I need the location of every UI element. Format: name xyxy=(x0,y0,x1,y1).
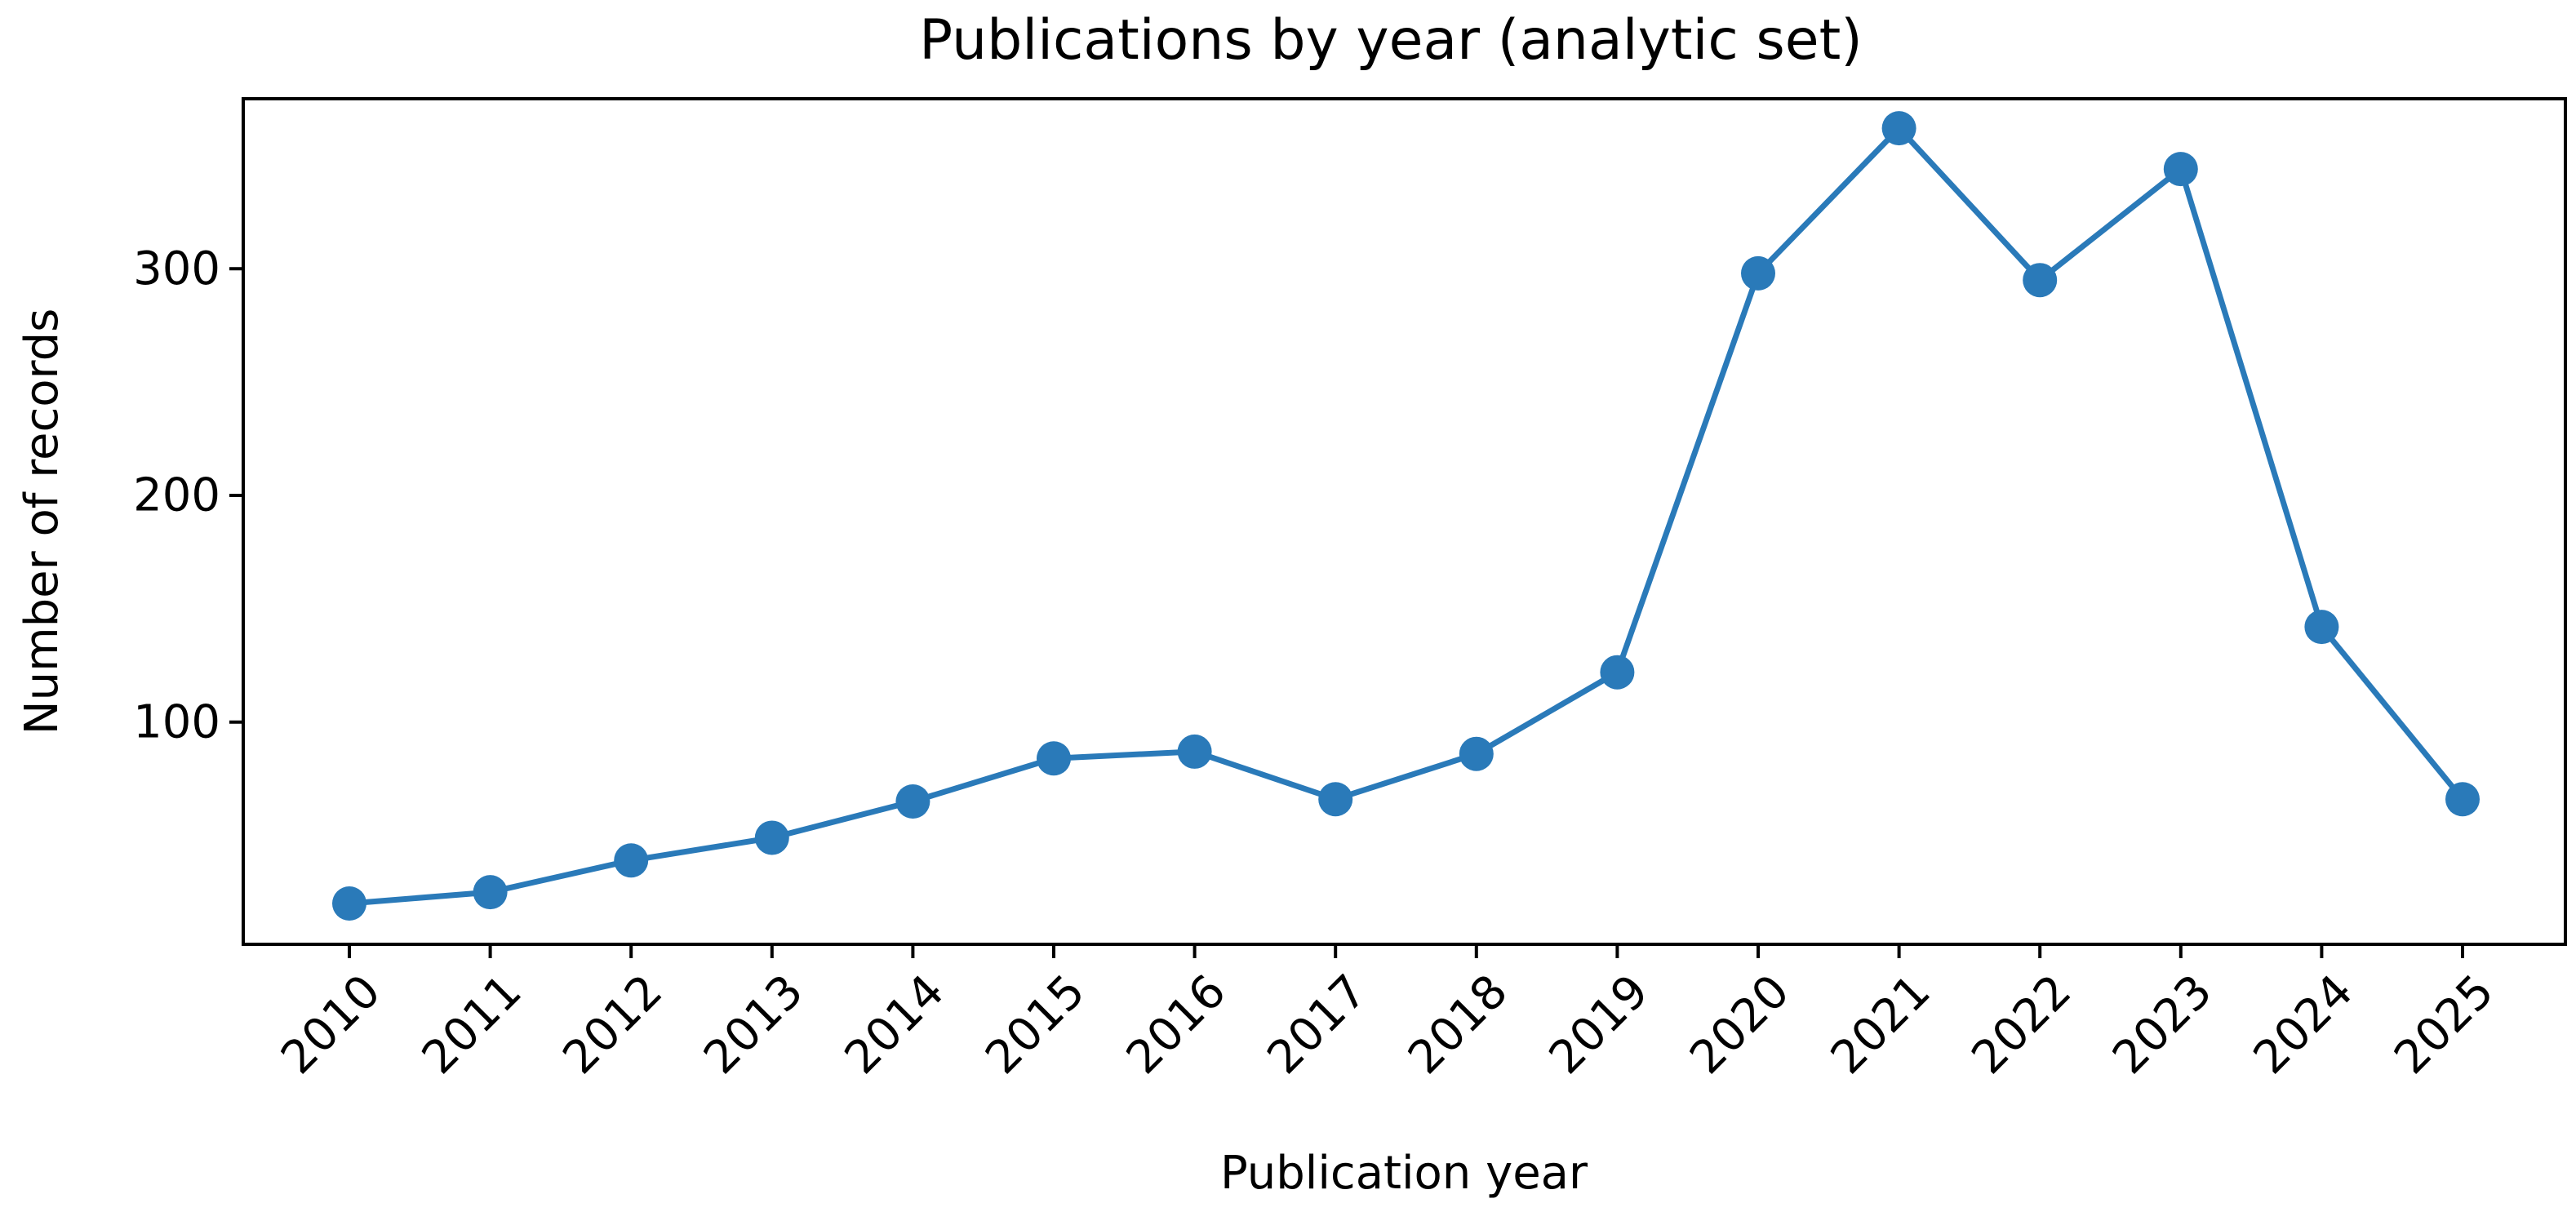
x-tick-label: 2012 xyxy=(553,965,673,1085)
x-axis: 2010 2011 2012 2013 2014 2015 2016 2017 2018 2019… xyxy=(271,944,2504,1085)
x-tick-label: 2018 xyxy=(1398,965,1518,1085)
data-point-2013 xyxy=(754,820,789,855)
data-point-2022 xyxy=(2023,263,2058,298)
y-tick-label: 300 xyxy=(133,242,220,295)
data-point-2014 xyxy=(895,784,930,819)
x-tick-label: 2021 xyxy=(1821,965,1941,1085)
data-point-2019 xyxy=(1600,655,1635,690)
data-point-2024 xyxy=(2304,610,2339,645)
data-point-2018 xyxy=(1459,736,1494,771)
x-tick-label: 2011 xyxy=(412,965,532,1085)
x-tick-label: 2016 xyxy=(1117,965,1237,1085)
x-tick-label: 2024 xyxy=(2244,965,2364,1085)
series-layer xyxy=(332,111,2480,921)
x-tick-label: 2023 xyxy=(2103,965,2223,1085)
data-point-2020 xyxy=(1741,255,1775,291)
data-point-2023 xyxy=(2163,152,2198,187)
x-tick-label: 2013 xyxy=(694,965,814,1085)
data-point-2025 xyxy=(2445,782,2480,817)
x-tick-label: 2015 xyxy=(975,965,1095,1085)
data-point-2015 xyxy=(1037,741,1071,776)
data-point-2011 xyxy=(473,875,508,910)
x-tick-label: 2017 xyxy=(1257,965,1377,1085)
series-line xyxy=(346,125,2466,907)
x-tick-label: 2022 xyxy=(1961,965,2081,1085)
x-axis-label: Publication year xyxy=(1220,1147,1588,1200)
data-point-2017 xyxy=(1318,782,1353,817)
data-point-2021 xyxy=(1881,111,1916,146)
x-tick-label: 2025 xyxy=(2384,965,2504,1085)
chart-title: Publications by year (analytic set) xyxy=(919,8,1863,73)
data-point-2016 xyxy=(1177,734,1212,769)
data-point-2010 xyxy=(332,886,366,921)
y-tick-label: 200 xyxy=(133,469,220,522)
data-point-2012 xyxy=(614,843,649,878)
x-tick-label: 2019 xyxy=(1539,965,1659,1085)
plot-area-frame xyxy=(242,97,2567,946)
y-tick-label: 100 xyxy=(133,695,220,748)
x-tick-label: 2020 xyxy=(1680,965,1800,1085)
x-tick-label: 2014 xyxy=(835,965,955,1085)
x-tick-label: 2010 xyxy=(271,965,391,1085)
y-axis: 100 200 300 xyxy=(133,242,243,748)
y-axis-label: Number of records xyxy=(16,309,69,735)
